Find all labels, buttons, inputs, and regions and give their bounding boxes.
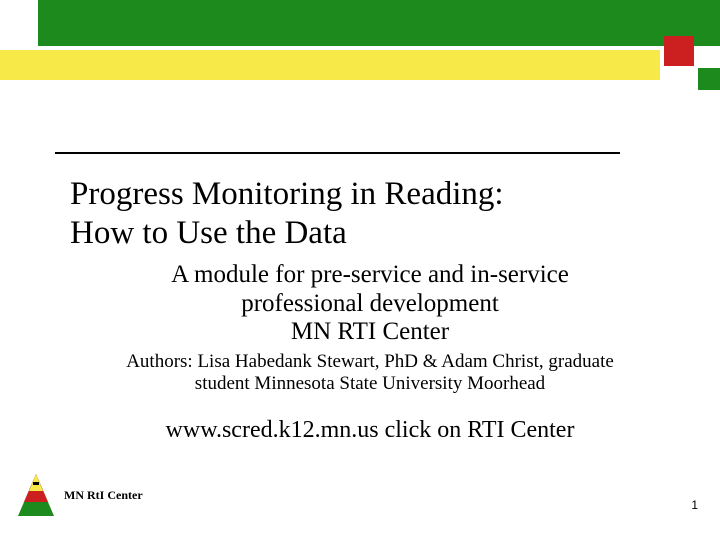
divider-line [55, 152, 620, 154]
footer-label: MN RtI Center [64, 488, 143, 503]
slide-subtitle: A module for pre-service and in-service … [70, 261, 670, 347]
title-line1: Progress Monitoring in Reading: [70, 176, 504, 212]
slide-title: Progress Monitoring in Reading: How to U… [70, 175, 670, 253]
subtitle-line2: professional development [241, 290, 499, 317]
title-line2: How to Use the Data [70, 215, 347, 251]
bar-green2 [698, 68, 720, 90]
slide-url: www.scred.k12.mn.us click on RTI Center [70, 417, 670, 444]
header-bars [0, 0, 720, 90]
bar-green [38, 0, 720, 46]
slide-authors: Authors: Lisa Habedank Stewart, PhD & Ad… [70, 351, 670, 395]
bar-yellow [0, 50, 660, 80]
authors-line2: student Minnesota State University Moorh… [195, 373, 545, 394]
subtitle-line3: MN RTI Center [291, 318, 449, 345]
slide-content: Progress Monitoring in Reading: How to U… [70, 175, 670, 444]
authors-line1: Authors: Lisa Habedank Stewart, PhD & Ad… [126, 351, 614, 372]
footer-logo: MN RtI Center [18, 474, 143, 516]
page-number: 1 [691, 498, 698, 512]
bar-red [664, 36, 694, 66]
triangle-logo-icon [18, 474, 54, 516]
subtitle-line1: A module for pre-service and in-service [171, 261, 569, 288]
